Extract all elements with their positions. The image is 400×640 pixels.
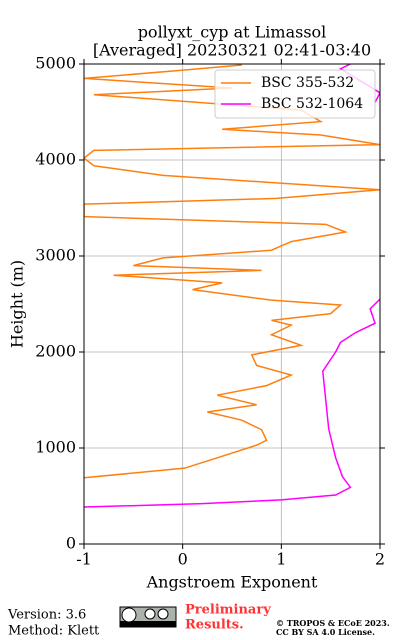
y-tick-label: 2000 bbox=[35, 342, 76, 361]
preliminary: Preliminary bbox=[185, 603, 271, 618]
data-line bbox=[84, 64, 380, 479]
license-icon bbox=[119, 606, 177, 628]
license: CC BY SA 4.0 License. bbox=[276, 627, 375, 637]
x-tick-label: 0 bbox=[178, 550, 188, 569]
chart-subtitle: [Averaged] 20230321 02:41-03:40 bbox=[93, 41, 371, 60]
x-tick-label: -1 bbox=[76, 550, 92, 569]
y-axis-label: Height (m) bbox=[8, 260, 27, 348]
legend-box bbox=[214, 69, 376, 119]
y-tick-label: 3000 bbox=[35, 246, 76, 265]
legend-label: BSC 355-532 bbox=[261, 75, 354, 91]
legend: BSC 355-532 BSC 532-1064 bbox=[214, 69, 376, 119]
legend-label: BSC 532-1064 bbox=[261, 96, 363, 112]
x-tick-label: 1 bbox=[276, 550, 286, 569]
y-tick-label: 5000 bbox=[35, 54, 76, 73]
data-line bbox=[84, 298, 380, 508]
x-axis-label: Angstroem Exponent bbox=[146, 573, 318, 592]
version: Version: 3.6 bbox=[7, 608, 86, 623]
x-tick-label: 2 bbox=[375, 550, 385, 569]
chart-title: pollyxt_cyp at Limassol bbox=[138, 23, 327, 42]
method: Method: Klett bbox=[8, 624, 100, 639]
results: Results. bbox=[185, 618, 244, 633]
y-tick-label: 4000 bbox=[35, 150, 76, 169]
y-tick-label: 0 bbox=[66, 534, 76, 553]
y-tick-label: 1000 bbox=[35, 438, 76, 457]
plot-frame bbox=[83, 63, 381, 545]
copyright: © TROPOS & ECoE 2023. bbox=[276, 618, 390, 628]
